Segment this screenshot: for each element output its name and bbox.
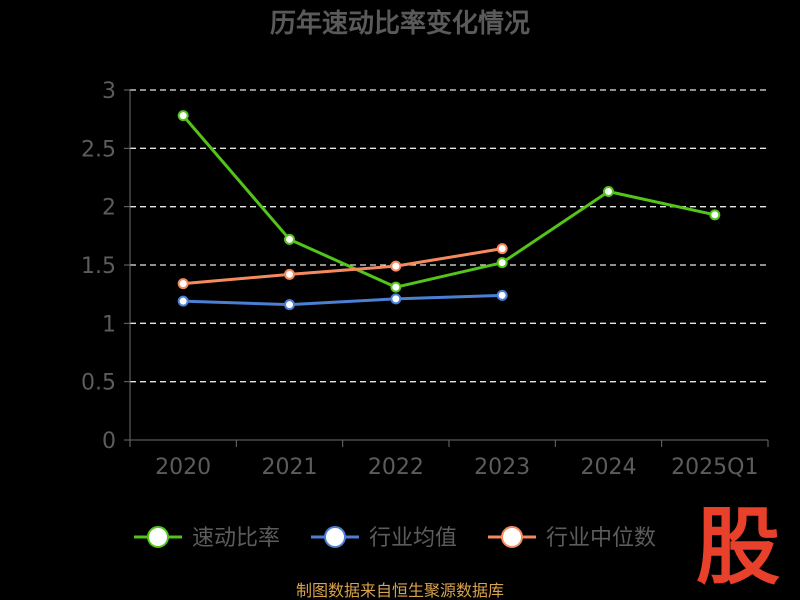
data-point[interactable] [284, 299, 295, 311]
series-1 [177, 289, 508, 311]
legend-marker [324, 526, 346, 548]
data-point[interactable] [177, 110, 189, 122]
legend-marker [501, 526, 523, 548]
chart-title: 历年速动比率变化情况 [270, 8, 530, 39]
x-tick-label: 2023 [474, 455, 530, 480]
legend-label: 行业中位数 [546, 526, 656, 551]
legend-label: 速动比率 [192, 526, 280, 551]
data-point[interactable] [284, 233, 295, 245]
grid-lines [130, 89, 768, 383]
data-point[interactable] [177, 295, 189, 307]
data-point[interactable] [603, 186, 614, 197]
y-axis-ticks: 0 0.5 1 1.5 2 2.5 3 [81, 79, 130, 454]
legend[interactable]: 速动比率 行业均值 行业中位数 [134, 526, 656, 551]
series-line [181, 114, 717, 289]
legend-item[interactable]: 速动比率 [134, 526, 280, 551]
y-tick-label: 1.5 [81, 254, 116, 279]
x-axis-ticks: 2020 2021 2022 2023 2024 2025Q1 [129, 440, 769, 480]
legend-item[interactable]: 行业均值 [311, 526, 457, 551]
y-tick-label: 0 [102, 429, 116, 454]
y-tick-label: 0.5 [81, 371, 116, 396]
series-group [177, 110, 721, 311]
data-point[interactable] [390, 281, 402, 293]
legend-label: 行业均值 [369, 526, 457, 551]
x-tick-label: 2020 [155, 455, 211, 480]
y-tick-label: 1 [102, 312, 116, 337]
x-tick-label: 2022 [368, 455, 424, 480]
watermark-logo: 股 [696, 498, 780, 596]
source-note: 制图数据来自恒生聚源数据库 [296, 581, 504, 600]
data-point[interactable] [390, 260, 402, 272]
series-line [181, 247, 504, 286]
x-tick-label: 2021 [262, 455, 318, 480]
series-2 [177, 243, 508, 290]
series-0 [177, 110, 721, 293]
data-point[interactable] [496, 289, 508, 301]
data-point[interactable] [390, 293, 402, 305]
data-point[interactable] [496, 257, 508, 269]
data-point[interactable] [284, 268, 295, 280]
series-line [181, 293, 504, 307]
data-point[interactable] [709, 209, 721, 221]
x-tick-label: 2024 [581, 455, 637, 480]
y-tick-label: 3 [102, 79, 116, 104]
legend-marker [147, 526, 169, 548]
data-point[interactable] [177, 278, 189, 290]
data-point[interactable] [496, 243, 508, 255]
y-tick-label: 2 [102, 196, 116, 221]
legend-item[interactable]: 行业中位数 [488, 526, 656, 551]
y-tick-label: 2.5 [81, 137, 116, 162]
x-tick-label: 2025Q1 [671, 455, 758, 480]
